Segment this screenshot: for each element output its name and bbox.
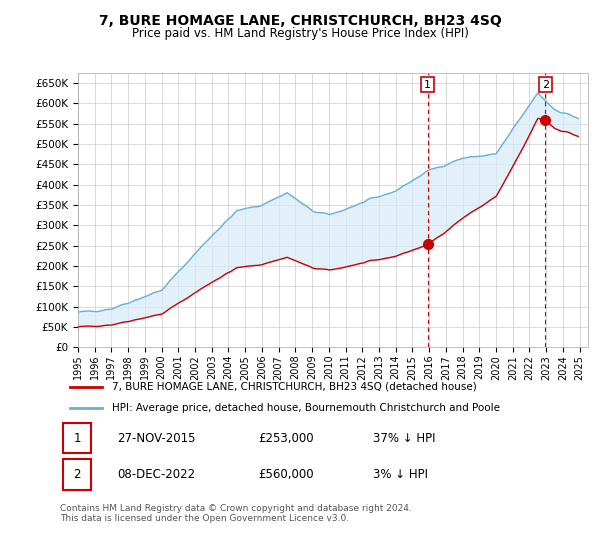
Text: 1: 1: [424, 80, 431, 90]
Text: £560,000: £560,000: [259, 468, 314, 481]
Text: 37% ↓ HPI: 37% ↓ HPI: [373, 432, 436, 445]
Bar: [62, 423, 91, 454]
Text: Price paid vs. HM Land Registry's House Price Index (HPI): Price paid vs. HM Land Registry's House …: [131, 27, 469, 40]
Text: £253,000: £253,000: [259, 432, 314, 445]
Bar: [62, 459, 91, 490]
Text: HPI: Average price, detached house, Bournemouth Christchurch and Poole: HPI: Average price, detached house, Bour…: [112, 403, 500, 413]
Text: 08-DEC-2022: 08-DEC-2022: [118, 468, 196, 481]
Text: 3% ↓ HPI: 3% ↓ HPI: [373, 468, 428, 481]
Text: 2: 2: [73, 468, 81, 481]
Text: 1: 1: [73, 432, 81, 445]
Text: 2: 2: [542, 80, 549, 90]
Text: 27-NOV-2015: 27-NOV-2015: [118, 432, 196, 445]
Text: 7, BURE HOMAGE LANE, CHRISTCHURCH, BH23 4SQ: 7, BURE HOMAGE LANE, CHRISTCHURCH, BH23 …: [98, 14, 502, 28]
Text: 7, BURE HOMAGE LANE, CHRISTCHURCH, BH23 4SQ (detached house): 7, BURE HOMAGE LANE, CHRISTCHURCH, BH23 …: [112, 382, 477, 392]
Text: Contains HM Land Registry data © Crown copyright and database right 2024.
This d: Contains HM Land Registry data © Crown c…: [60, 504, 412, 524]
